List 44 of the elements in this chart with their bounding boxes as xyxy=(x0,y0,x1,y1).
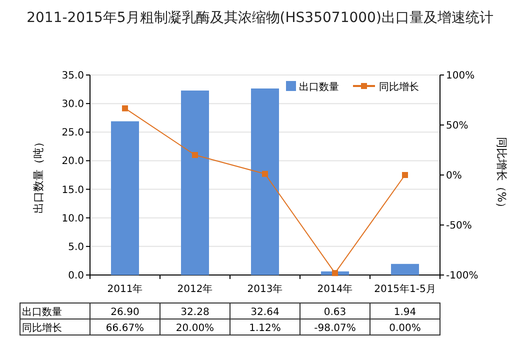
data-label: 26.90 xyxy=(110,307,140,318)
data-label: 66.67% xyxy=(106,323,144,334)
legend-label: 同比增长 xyxy=(379,81,419,93)
data-label: 20.00% xyxy=(176,323,214,334)
point xyxy=(402,172,408,178)
point xyxy=(262,170,268,177)
text: 同比增长 xyxy=(22,323,62,334)
bar xyxy=(251,88,279,275)
data-label: 0.63 xyxy=(324,307,346,318)
y2-tick-label: 50% xyxy=(446,120,468,132)
y-tick-label: 30.0 xyxy=(62,99,84,110)
bar xyxy=(181,90,209,275)
x-tick-label: 2015年1-5月 xyxy=(374,283,436,295)
y2-tick-label: 0% xyxy=(446,170,462,182)
y-tick-label: 0.0 xyxy=(68,270,84,282)
chart-title: 2011-2015年5月粗制凝乳酶及其浓缩物(HS35071000)出口量及增速统计 xyxy=(26,9,494,28)
data-label: -98.07% xyxy=(314,323,356,334)
x-tick-label: 2014年 xyxy=(317,283,353,295)
text: 出口数量 xyxy=(22,307,62,318)
point xyxy=(332,270,338,276)
y-tick-label: 20.0 xyxy=(62,156,84,168)
data-label: 0.00% xyxy=(389,323,421,334)
data-label: 1.12% xyxy=(249,323,281,334)
y-tick-label: 5.0 xyxy=(68,242,84,253)
x-tick-label: 2012年 xyxy=(177,283,213,295)
y-tick-label: 15.0 xyxy=(62,184,84,196)
bar xyxy=(391,264,419,275)
y2-axis-title: 同比增长（%） xyxy=(495,136,508,214)
point xyxy=(122,105,128,112)
x-tick-label: 2013年 xyxy=(247,283,283,295)
y2-tick-label: -50% xyxy=(446,220,472,232)
y2-tick-label: -100% xyxy=(446,270,478,282)
data-label: 1.94 xyxy=(394,307,416,318)
y-tick-label: 25.0 xyxy=(62,128,84,139)
y-tick-label: 10.0 xyxy=(62,213,84,224)
data-label: 32.28 xyxy=(180,307,210,318)
legend-label: 出口数量 xyxy=(299,81,339,93)
y2-tick-label: 100% xyxy=(446,70,475,82)
point xyxy=(192,152,198,158)
y-tick-label: 35.0 xyxy=(62,70,84,82)
data-label: 32.64 xyxy=(250,307,280,318)
x-tick-label: 2011年 xyxy=(107,283,143,295)
y-axis-title: 出口数量（吨） xyxy=(32,136,45,214)
bar xyxy=(111,121,139,275)
